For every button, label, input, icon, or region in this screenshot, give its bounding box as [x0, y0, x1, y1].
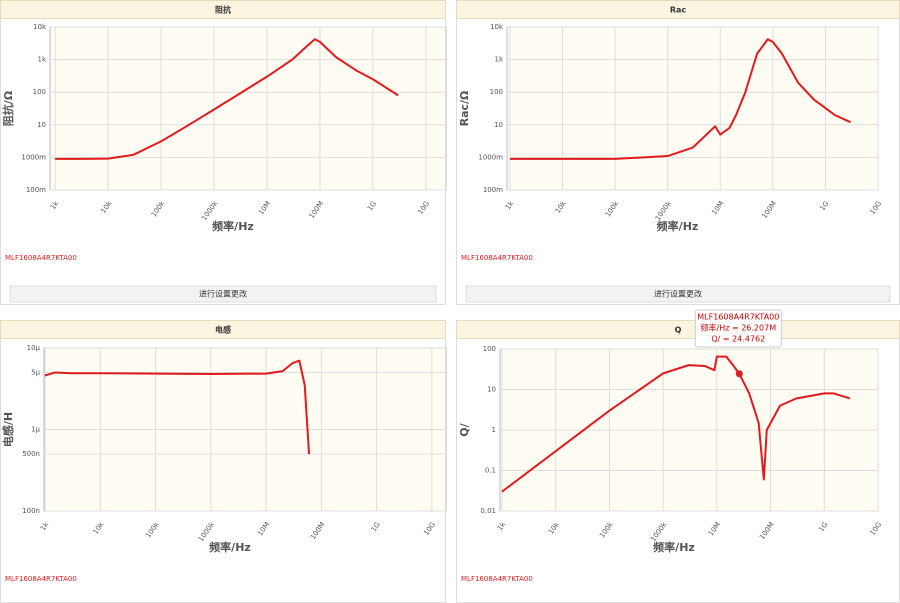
- y-tick-label: 100: [33, 88, 46, 96]
- chart-title: 电感: [215, 325, 231, 335]
- series-name: MLF1608A4R7KTA00: [5, 254, 77, 262]
- y-axis-label: 阻抗/Ω: [1, 90, 15, 126]
- y-tick-label: 100m: [483, 186, 503, 194]
- y-tick-label: 10: [487, 386, 496, 394]
- chart-title: 阻抗: [215, 5, 231, 15]
- y-tick-label: 100: [490, 88, 503, 96]
- tooltip-x: 频率/Hz = 26.207M: [701, 323, 777, 333]
- series-name: MLF1608A4R7KTA00: [461, 575, 533, 583]
- y-tick-label: 10: [37, 121, 46, 129]
- tooltip-y: Q/ = 24.4762: [711, 335, 765, 344]
- y-axis-label: 电感/H: [1, 412, 15, 447]
- chart-title: Q: [675, 326, 682, 335]
- y-tick-label: 5µ: [31, 369, 40, 377]
- data-line: [44, 359, 311, 455]
- y-tick-label: 10: [494, 121, 503, 129]
- data-line: [509, 38, 851, 160]
- data-line: [55, 38, 399, 160]
- x-axis-label: 频率/Hz: [657, 219, 699, 233]
- y-tick-label: 1: [492, 426, 496, 434]
- plot-area: [506, 26, 879, 191]
- series-name: MLF1608A4R7KTA00: [5, 575, 77, 583]
- y-tick-label: 10k: [490, 23, 504, 31]
- y-tick-label: 1k: [37, 56, 46, 64]
- y-tick-label: 0.01: [480, 507, 496, 515]
- y-tick-label: 0.1: [485, 467, 496, 475]
- plot-area: [49, 26, 447, 191]
- y-tick-label: 1000m: [21, 153, 46, 161]
- hover-point: [735, 370, 743, 378]
- y-tick-label: 100: [483, 345, 496, 353]
- x-tick-label: 1k: [504, 199, 516, 211]
- y-tick-label: 10µ: [27, 344, 41, 352]
- tooltip-title: MLF1608A4R7KTA00: [697, 313, 779, 322]
- x-tick-label: 1k: [39, 520, 51, 532]
- data-line: [501, 355, 851, 493]
- settings-button[interactable]: [465, 285, 891, 303]
- panel-header: [0, 0, 446, 19]
- x-axis-label: 频率/Hz: [653, 540, 695, 554]
- y-tick-label: 1µ: [31, 426, 40, 434]
- y-axis-label: Q/: [458, 422, 471, 436]
- series-name: MLF1608A4R7KTA00: [461, 254, 533, 262]
- y-tick-label: 500n: [22, 450, 40, 458]
- y-tick-label: 1k: [494, 56, 503, 64]
- tooltip-box: [694, 309, 782, 348]
- settings-button-label[interactable]: 进行设置更改: [654, 289, 702, 299]
- settings-button-label[interactable]: 进行设置更改: [199, 289, 247, 299]
- y-tick-label: 100m: [26, 186, 46, 194]
- y-tick-label: 1000m: [478, 153, 503, 161]
- panel-header: [0, 320, 446, 339]
- chart-title: Rac: [670, 6, 687, 15]
- y-tick-label: 100n: [22, 507, 40, 515]
- x-tick-label: 1k: [49, 199, 61, 211]
- x-tick-label: 1k: [496, 520, 508, 532]
- x-axis-label: 频率/Hz: [212, 219, 254, 233]
- x-axis-label: 频率/Hz: [209, 540, 251, 554]
- settings-button[interactable]: [9, 285, 437, 303]
- y-axis-label: Rac/Ω: [458, 90, 471, 126]
- y-tick-label: 10k: [33, 23, 47, 31]
